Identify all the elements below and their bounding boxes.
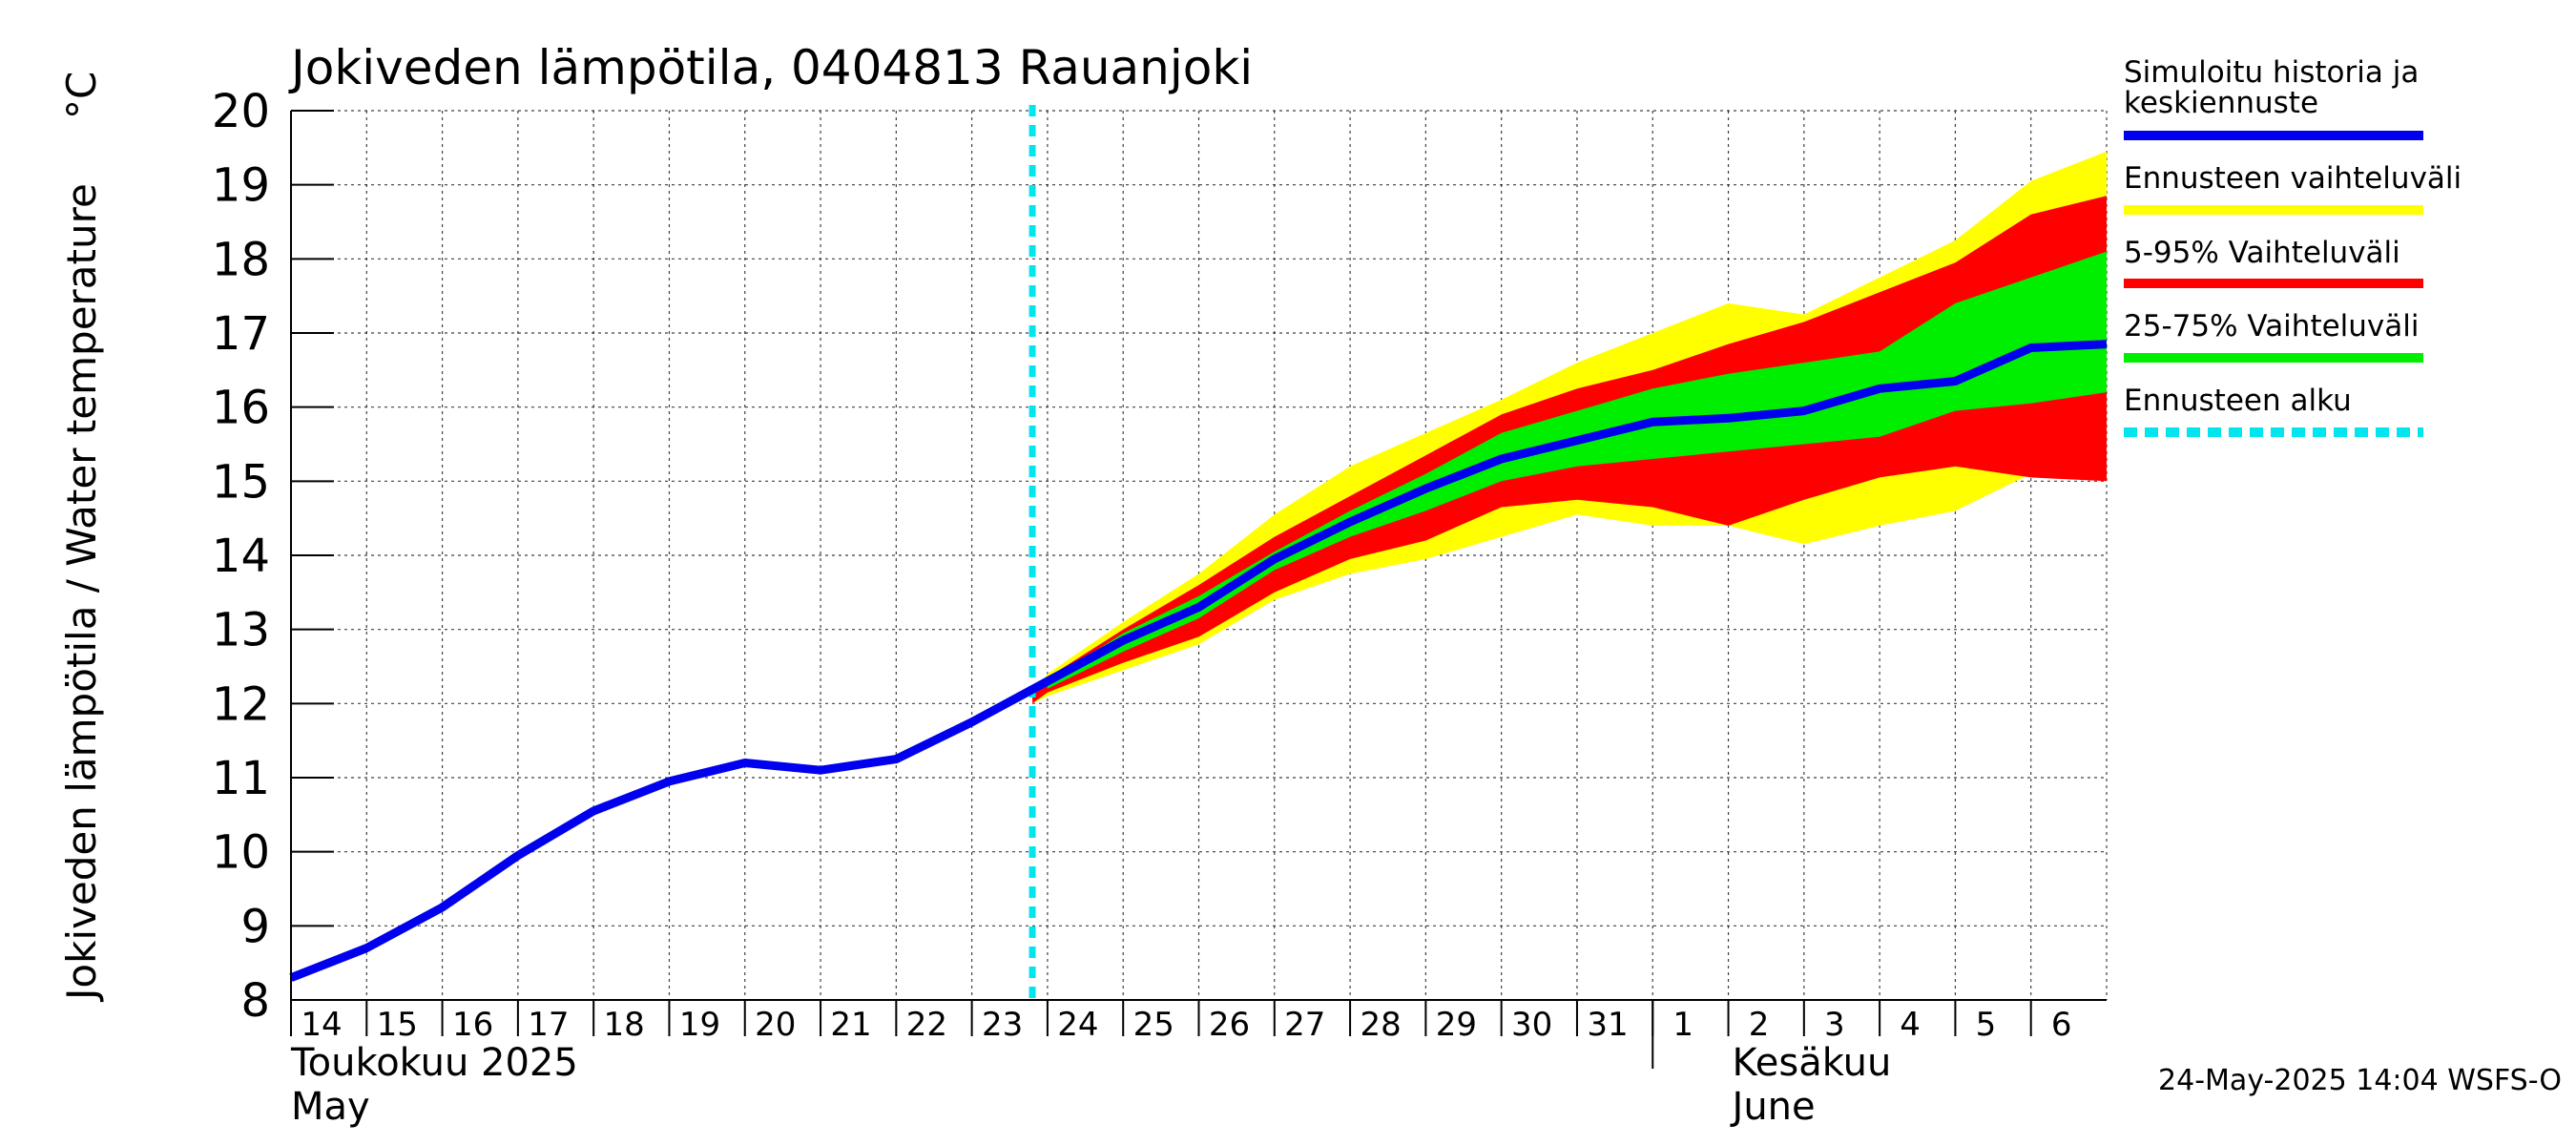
legend-label: Ennusteen alku bbox=[2124, 384, 2352, 418]
x-tick-label: 18 bbox=[604, 1006, 645, 1044]
y-tick-label: 14 bbox=[212, 530, 270, 583]
x-tick-label: 27 bbox=[1284, 1006, 1325, 1044]
x-tick-label: 29 bbox=[1436, 1006, 1477, 1044]
x-tick-label: 30 bbox=[1511, 1006, 1552, 1044]
x-tick-label: 1 bbox=[1672, 1006, 1693, 1044]
y-tick-label: 11 bbox=[212, 752, 270, 805]
x-tick-label: 15 bbox=[377, 1006, 418, 1044]
footer-timestamp: 24-May-2025 14:04 WSFS-O bbox=[2158, 1064, 2562, 1097]
month-label-fi: Toukokuu 2025 bbox=[290, 1041, 578, 1085]
x-tick-label: 23 bbox=[982, 1006, 1023, 1044]
x-tick-label: 31 bbox=[1587, 1006, 1628, 1044]
x-tick-label: 20 bbox=[755, 1006, 796, 1044]
chart-title: Jokiveden lämpötila, 0404813 Rauanjoki bbox=[288, 40, 1253, 95]
y-tick-label: 10 bbox=[212, 826, 270, 880]
y-tick-label: 9 bbox=[240, 900, 270, 953]
legend-label: 5-95% Vaihteluväli bbox=[2124, 236, 2400, 270]
x-tick-label: 26 bbox=[1209, 1006, 1250, 1044]
x-tick-label: 3 bbox=[1824, 1006, 1845, 1044]
legend-label-line-1: Simuloitu historia ja bbox=[2124, 55, 2419, 90]
y-tick-label: 8 bbox=[240, 974, 270, 1028]
x-tick-label: 16 bbox=[452, 1006, 493, 1044]
y-axis-label-group: Jokiveden lämpötila / Water temperature … bbox=[58, 72, 105, 1003]
y-axis-label: Jokiveden lämpötila / Water temperature bbox=[58, 183, 105, 1003]
x-tick-label: 22 bbox=[906, 1006, 947, 1044]
x-tick-label: 2 bbox=[1749, 1006, 1770, 1044]
x-tick-label: 6 bbox=[2051, 1006, 2072, 1044]
month-label-en: May bbox=[291, 1085, 370, 1129]
x-tick-label: 14 bbox=[301, 1006, 342, 1044]
y-tick-label: 18 bbox=[212, 233, 270, 286]
y-tick-label: 13 bbox=[212, 604, 270, 657]
x-tick-label: 28 bbox=[1360, 1006, 1401, 1044]
x-tick-label: 5 bbox=[1976, 1006, 1997, 1044]
month-label-en: June bbox=[1730, 1085, 1816, 1129]
y-axis-unit: °C bbox=[58, 72, 105, 119]
legend-label: Ennusteen vaihteluväli bbox=[2124, 161, 2462, 196]
band-p25-75 bbox=[1047, 251, 2107, 689]
month-label-fi: Kesäkuu bbox=[1733, 1041, 1892, 1085]
plot-area bbox=[289, 105, 2108, 1000]
x-tick-label: 24 bbox=[1057, 1006, 1098, 1044]
x-tick-label: 19 bbox=[679, 1006, 720, 1044]
y-tick-label: 15 bbox=[212, 455, 270, 509]
y-tick-label: 20 bbox=[212, 85, 270, 138]
x-tick-label: 25 bbox=[1133, 1006, 1174, 1044]
legend-label: 25-75% Vaihteluväli bbox=[2124, 309, 2420, 344]
y-tick-label: 19 bbox=[212, 159, 270, 213]
x-tick-label: 4 bbox=[1900, 1006, 1921, 1044]
y-tick-label: 16 bbox=[212, 382, 270, 435]
y-tick-label: 12 bbox=[212, 677, 270, 731]
x-tick-label: 21 bbox=[830, 1006, 871, 1044]
series-line-median bbox=[289, 340, 2108, 982]
x-tick-label: 17 bbox=[528, 1006, 569, 1044]
y-tick-label: 17 bbox=[212, 307, 270, 361]
legend-label-line-2: keskiennuste bbox=[2124, 86, 2318, 120]
